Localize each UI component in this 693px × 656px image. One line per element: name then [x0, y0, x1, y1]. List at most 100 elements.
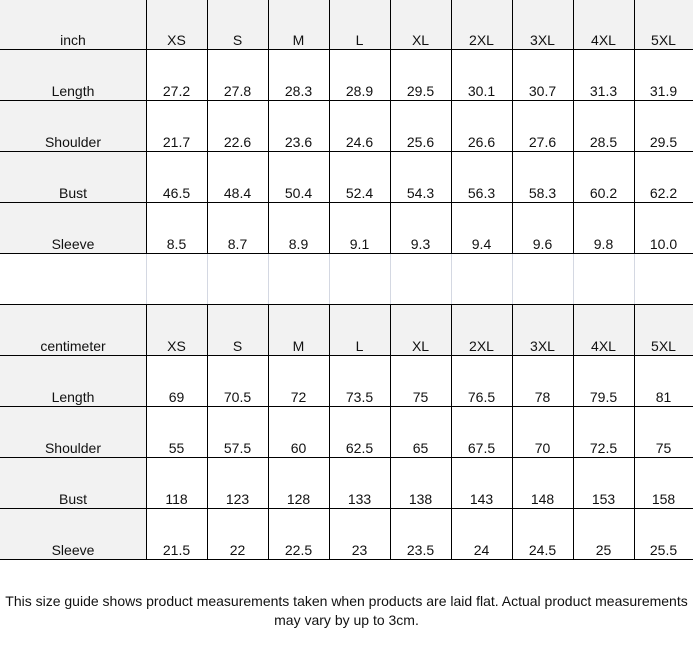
- value-cell: 31.3: [589, 83, 618, 99]
- value-cell: 50.4: [284, 185, 313, 201]
- grid-line: [0, 253, 693, 254]
- grid-line: [634, 305, 635, 560]
- grid-line: [329, 305, 330, 560]
- grid-line: [268, 305, 269, 560]
- value-cell: 48.4: [223, 185, 252, 201]
- value-cell: 75: [412, 389, 429, 405]
- size-header-3XL: 3XL: [512, 0, 573, 50]
- value-cell: 9.8: [593, 236, 614, 252]
- size-header-XL: XL: [390, 305, 451, 356]
- value-cell: 23.5: [406, 542, 435, 558]
- value-cell: 133: [347, 491, 372, 507]
- value-cell: 69: [168, 389, 185, 405]
- value-cell: 9.6: [532, 236, 553, 252]
- value-cell: 24: [473, 542, 490, 558]
- value-cell: 72: [290, 389, 307, 405]
- grid-line: [0, 49, 693, 50]
- value-cell: 118: [165, 491, 188, 507]
- value-cell: 25.5: [649, 542, 678, 558]
- grid-line: [390, 0, 391, 254]
- value-cell: 67.5: [467, 440, 496, 456]
- value-cell: 22: [229, 542, 246, 558]
- grid-line: [390, 305, 391, 560]
- size-header-XS: XS: [146, 0, 207, 50]
- row-label-bust: Bust: [0, 458, 146, 509]
- grid-line: [451, 305, 452, 560]
- value-cell: 65: [412, 440, 429, 456]
- row-label-sleeve: Sleeve: [0, 203, 146, 254]
- value-cell: 22.5: [284, 542, 313, 558]
- size-header-L: L: [329, 0, 390, 50]
- value-cell: 148: [530, 491, 555, 507]
- grid-line: [329, 0, 330, 254]
- grid-line: [268, 254, 269, 305]
- grid-line: [207, 0, 208, 254]
- grid-line: [634, 254, 635, 305]
- size-header-2XL: 2XL: [451, 305, 512, 356]
- value-cell: 60.2: [589, 185, 618, 201]
- size-header-XS: XS: [146, 305, 207, 356]
- grid-line: [573, 305, 574, 560]
- grid-line: [268, 0, 269, 254]
- value-cell: 75: [655, 440, 672, 456]
- value-cell: 21.5: [162, 542, 191, 558]
- value-cell: 78: [534, 389, 551, 405]
- value-cell: 8.7: [227, 236, 248, 252]
- value-cell: 138: [408, 491, 433, 507]
- value-cell: 24.5: [528, 542, 557, 558]
- grid-line: [0, 355, 693, 356]
- row-label-shoulder: Shoulder: [0, 407, 146, 458]
- row-label-bust: Bust: [0, 152, 146, 203]
- footer-note: This size guide shows product measuremen…: [5, 593, 688, 628]
- size-header-2XL: 2XL: [451, 0, 512, 50]
- grid-line: [0, 559, 693, 560]
- value-cell: 143: [469, 491, 494, 507]
- value-cell: 62.5: [345, 440, 374, 456]
- value-cell: 30.7: [528, 83, 557, 99]
- value-cell: 24.6: [345, 134, 374, 150]
- value-cell: 9.1: [349, 236, 370, 252]
- centimeter-unit-label: centimeter: [0, 305, 146, 356]
- value-cell: 58.3: [528, 185, 557, 201]
- grid-line: [512, 254, 513, 305]
- value-cell: 21.7: [162, 134, 191, 150]
- grid-line: [451, 0, 452, 254]
- row-label-length: Length: [0, 50, 146, 101]
- value-cell: 52.4: [345, 185, 374, 201]
- value-cell: 29.5: [406, 83, 435, 99]
- value-cell: 70.5: [223, 389, 252, 405]
- size-header-M: M: [268, 305, 329, 356]
- grid-line: [512, 305, 513, 560]
- value-cell: 26.6: [467, 134, 496, 150]
- value-cell: 31.9: [649, 83, 678, 99]
- value-cell: 23: [351, 542, 368, 558]
- grid-line: [146, 0, 147, 254]
- value-cell: 54.3: [406, 185, 435, 201]
- value-cell: 123: [225, 491, 250, 507]
- grid-line: [329, 254, 330, 305]
- value-cell: 25.6: [406, 134, 435, 150]
- value-cell: 23.6: [284, 134, 313, 150]
- grid-line: [146, 305, 147, 560]
- size-header-XL: XL: [390, 0, 451, 50]
- value-cell: 8.5: [166, 236, 187, 252]
- size-header-5XL: 5XL: [634, 0, 693, 50]
- value-cell: 28.5: [589, 134, 618, 150]
- grid-line: [634, 0, 635, 254]
- value-cell: 60: [290, 440, 307, 456]
- size-header-L: L: [329, 305, 390, 356]
- value-cell: 73.5: [345, 389, 374, 405]
- value-cell: 79.5: [589, 389, 618, 405]
- size-header-M: M: [268, 0, 329, 50]
- grid-line: [451, 254, 452, 305]
- value-cell: 55: [168, 440, 185, 456]
- grid-line: [207, 305, 208, 560]
- value-cell: 128: [286, 491, 311, 507]
- grid-line: [0, 202, 693, 203]
- value-cell: 153: [591, 491, 616, 507]
- grid-line: [0, 406, 693, 407]
- value-cell: 25: [595, 542, 612, 558]
- grid-line: [146, 254, 147, 305]
- value-cell: 76.5: [467, 389, 496, 405]
- size-header-4XL: 4XL: [573, 0, 634, 50]
